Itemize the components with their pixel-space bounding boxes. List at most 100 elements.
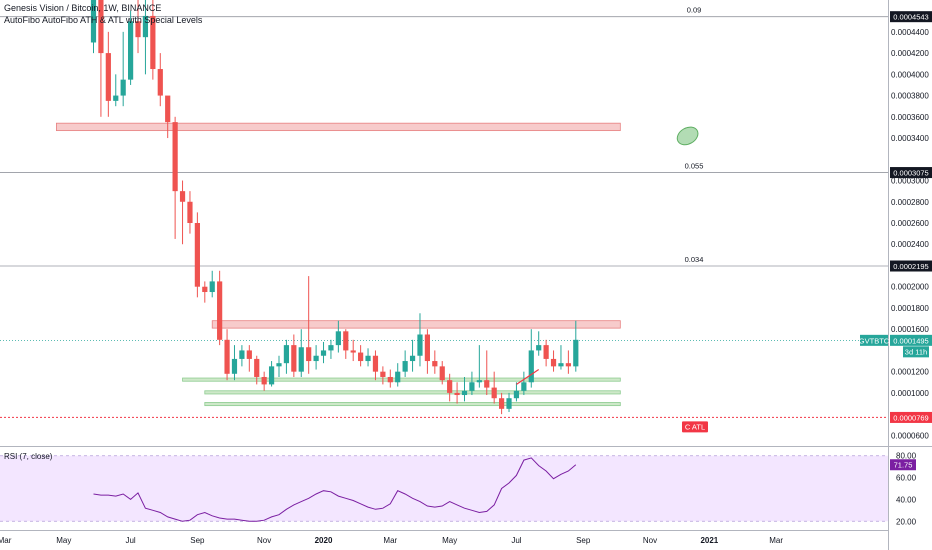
rsi-pane [0,455,888,522]
fib-axis-tag-text-0: 0.0004543 [893,13,928,22]
candle-body-54 [491,387,497,399]
price-tick-12: 0.0003800 [891,92,929,101]
drawing-ellipse [676,126,699,146]
zone-3 [204,390,621,395]
candle-body-27 [291,345,297,372]
candle-body-5 [128,21,134,80]
candle-body-31 [320,350,327,356]
atl-axis-tag [890,411,932,423]
candle-body-36 [358,352,364,362]
price-tick-4: 0.0001800 [891,304,929,313]
candle-body-28 [298,347,304,372]
candle-body-20 [239,350,245,359]
candle-body-35 [350,350,356,353]
candle-body-51 [469,382,475,391]
candle-body-43 [409,355,416,362]
time-tick-12: Mar [769,536,783,545]
candle-body-14 [194,223,200,287]
candle-body-61 [543,345,549,359]
candle-body-63 [558,363,564,367]
price-tick-13: 0.0004000 [891,70,929,79]
time-tick-4: Nov [257,536,271,545]
zones [56,122,621,407]
atl-label-box [682,421,708,433]
candle-body-10 [165,95,171,123]
price-tick-11: 0.0003600 [891,113,929,122]
fib-axis-tag-0 [890,11,932,23]
candle-body-32 [328,345,334,351]
candle-body-55 [499,398,505,409]
price-tick-14: 0.0004200 [891,49,929,58]
candle-body-62 [550,358,557,367]
price-tick-3: 0.0001600 [891,325,929,334]
candle-body-17 [217,281,223,340]
fib-level-label-2: 0.034 [685,255,704,264]
candle-body-3 [113,95,119,101]
rsi-tick-1: 40.00 [896,495,917,504]
indicator-title[interactable]: AutoFibo AutoFibo ATH & ATL with Special… [4,15,203,25]
price-tick-10: 0.0003400 [891,134,929,143]
candle-body-15 [202,286,208,293]
candle-body-11 [172,122,178,192]
time-tick-0: Mar [0,536,12,545]
time-tick-5: 2020 [315,536,333,545]
fib-axis-tag-1 [890,167,932,179]
candle-body-6 [135,21,141,38]
time-tick-8: Jul [511,536,521,545]
rsi-title[interactable]: RSI (7, close) [4,452,53,461]
symbol-title[interactable]: Genesis Vision / Bitcoin, 1W, BINANCE [4,3,162,13]
zone-2 [182,377,621,382]
price-axis-tag [890,334,932,346]
candle-body-2 [105,53,111,101]
candle-body-19 [231,358,238,374]
price-tick-0: 0.0000600 [891,431,929,440]
price-tick-9: 0.0003000 [891,177,929,186]
candle-body-52 [476,380,482,383]
time-tick-2: Jul [125,536,135,545]
candle-body-34 [343,331,349,351]
time-tick-3: Sep [190,536,205,545]
candle-body-38 [372,355,379,372]
candle-body-42 [402,361,408,372]
price-tick-8: 0.0002800 [891,198,929,207]
rsi-tick-0: 20.00 [896,517,917,526]
rsi-line [93,457,577,522]
symbol-tag [860,334,888,346]
price-tick-6: 0.0002400 [891,240,929,249]
rsi-tick-3: 80.00 [896,452,917,461]
fib-axis-tag-text-2: 0.0002195 [893,262,928,271]
candle-body-39 [380,371,386,377]
candle-body-47 [439,366,445,381]
candle-body-48 [447,380,453,393]
rsi-current-tag-text: 71.75 [894,461,913,470]
candle-body-7 [142,15,149,38]
candle-body-0 [90,0,97,43]
price-tick-2: 0.0001200 [891,368,929,377]
candle-body-49 [454,392,460,396]
symbol-tag-text: GVTBTC [859,336,890,345]
candle-body-56 [506,398,512,409]
candle-body-13 [187,201,193,223]
price-axis-tag-text: 0.0001495 [893,336,928,345]
price-tick-15: 0.0004400 [891,28,929,37]
candle-body-50 [461,390,468,396]
rsi-tick-2: 60.00 [896,474,917,483]
fib-levels: 0.09 0.0004543 0.055 0.0003075 0.034 0.000219… [0,6,932,433]
time-tick-1: May [56,536,71,545]
candle-body-37 [365,355,371,362]
price-tick-7: 0.0002600 [891,219,929,228]
fib-level-label-1: 0.055 [685,162,704,171]
atl-label-text: C ATL [685,422,705,431]
candle-body-21 [246,350,252,359]
rsi-band [0,455,888,522]
candle-body-59 [528,350,534,383]
candle-body-12 [179,191,186,202]
atl-axis-tag-text: 0.0000769 [893,413,928,422]
candle-body-40 [387,376,393,383]
fib-axis-tag-2 [890,260,932,272]
candle-body-16 [209,281,215,293]
candle-body-25 [276,363,282,367]
zone-1 [211,320,621,329]
rsi-current-tag [890,459,916,471]
